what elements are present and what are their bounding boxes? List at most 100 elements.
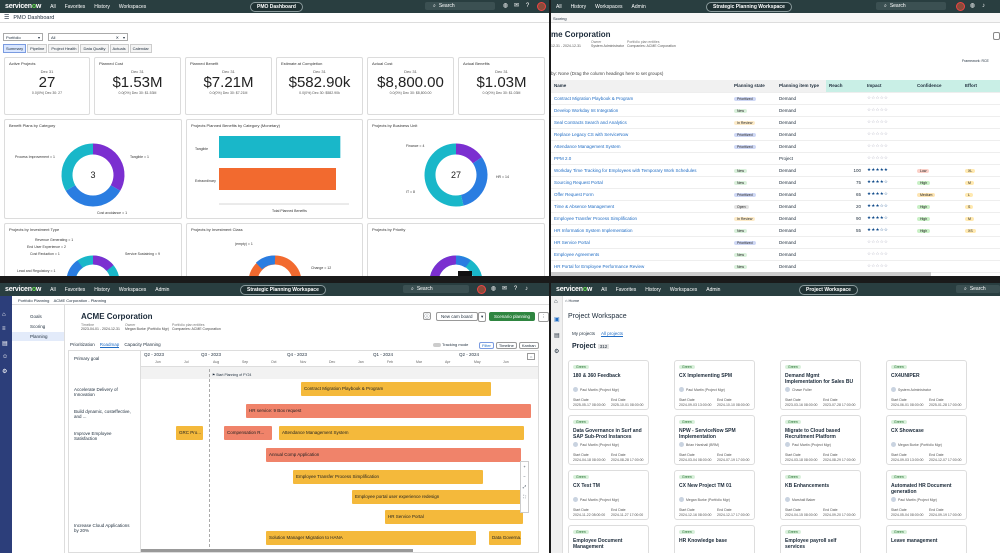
col-planning-state[interactable]: Planning state <box>731 80 776 93</box>
nav-favorites[interactable]: Favorites <box>64 286 86 293</box>
table-row[interactable]: Seal Contracts Search and Analytics In Re… <box>551 116 1000 129</box>
globe-icon[interactable]: ◍ <box>502 3 509 9</box>
kpi-card[interactable]: Planned Cost Dec 31 $1.53M 0.0(0%) Dec 30: … <box>94 57 181 115</box>
tab-all-projects[interactable]: All projects <box>601 331 624 337</box>
avatar[interactable] <box>956 2 965 11</box>
reach-cell[interactable] <box>826 128 864 141</box>
nav-all[interactable]: All <box>50 3 56 10</box>
chart-icon[interactable]: ▤ <box>2 341 8 347</box>
item-name-link[interactable]: PPM 2.0 <box>551 152 731 165</box>
effort-cell[interactable]: XS <box>962 224 1000 237</box>
nav-all[interactable]: All <box>556 3 562 10</box>
zoom-out-icon[interactable]: − <box>523 474 526 479</box>
confidence-cell[interactable]: High <box>914 176 962 189</box>
project-name[interactable]: CX Implementing SPM <box>679 373 733 379</box>
bell-icon[interactable]: ♪ <box>982 3 985 9</box>
project-name[interactable]: Automated HR Document generation <box>891 483 952 495</box>
global-search[interactable]: ⌕ Search <box>403 285 469 293</box>
toggle-switch[interactable] <box>433 342 441 347</box>
roadmap-bar[interactable]: HR Service Portal <box>385 510 523 524</box>
confidence-cell[interactable] <box>914 128 962 141</box>
list-icon[interactable]: ≡ <box>2 326 6 332</box>
tab-prioritization[interactable]: Prioritization <box>70 342 95 347</box>
tab-calendar[interactable]: Calendar <box>129 44 152 53</box>
tab-pipeline[interactable]: Pipeline <box>27 44 48 53</box>
effort-cell[interactable]: L <box>962 188 1000 201</box>
reach-cell[interactable] <box>826 152 864 165</box>
breadcrumb-item[interactable]: Portfolio Planning <box>18 298 50 303</box>
reach-cell[interactable] <box>826 248 864 261</box>
project-card[interactable]: Green CX New Project TM 01 Megan Burke (Po… <box>674 470 755 520</box>
roadmap-bar[interactable]: Compensation R... <box>224 426 272 440</box>
horizontal-scrollbar[interactable] <box>551 272 931 276</box>
info-icon[interactable] <box>993 32 1000 40</box>
project-card[interactable]: Green NPW - ServiceNow SPM Implementation… <box>674 415 755 465</box>
tab-roadmap[interactable]: Roadmap <box>99 342 120 348</box>
kpi-card[interactable]: Actual Benefits Dec 31 $1.03M 0.0(0%) Dec 3… <box>458 57 545 115</box>
nav-history[interactable]: History <box>570 3 587 10</box>
goal-row[interactable]: Primary goal <box>74 356 100 361</box>
chat-icon[interactable]: ✉ <box>513 3 520 9</box>
effort-cell[interactable] <box>962 104 1000 117</box>
kanban-button[interactable]: Kanban <box>518 342 539 349</box>
project-name[interactable]: CX New Project TM 01 <box>679 483 732 489</box>
help-icon[interactable]: ? <box>513 286 518 292</box>
nav-admin[interactable]: Admin <box>706 286 721 293</box>
impact-stars[interactable]: ☆☆☆☆☆ <box>864 140 914 153</box>
donut-slice-it[interactable] <box>460 157 488 206</box>
project-card[interactable]: Green KB Enhancements Marshall Baker Start … <box>780 470 861 520</box>
item-name-link[interactable]: Seal Contracts Search and Analytics <box>551 116 731 129</box>
impact-stars[interactable]: ☆☆☆☆☆ <box>864 236 914 249</box>
project-card[interactable]: Green Employee payroll self services <box>780 525 861 553</box>
impact-stars[interactable]: ★★★☆☆ <box>864 224 914 237</box>
help-icon[interactable]: ? <box>525 3 530 9</box>
col-name[interactable]: Name <box>551 80 731 93</box>
project-name[interactable]: Demand Mgmt Implementation for Sales BU <box>785 373 854 385</box>
tab-actuals[interactable]: Actuals <box>109 44 129 53</box>
roadmap-bar[interactable]: Employee Transfer Process Simplification <box>293 470 483 484</box>
col-confidence[interactable]: Confidence <box>914 80 962 93</box>
project-name[interactable]: KB Enhancements <box>785 483 830 489</box>
table-row[interactable]: Offer Request Form Prioritized Demand 65 ★★★… <box>551 188 1000 201</box>
table-row[interactable]: Attendance Management System Prioritized D… <box>551 140 1000 153</box>
tab-my-projects[interactable]: My projects <box>572 331 596 336</box>
goal-row[interactable]: Build dynamic, costeffective, and ... <box>74 409 131 419</box>
table-row[interactable]: Develop Workday Int Integration New Demand… <box>551 104 1000 117</box>
nav-favorites[interactable]: Favorites <box>64 3 86 10</box>
reach-cell[interactable]: 90 <box>826 212 864 225</box>
confidence-cell[interactable] <box>914 104 962 117</box>
project-name[interactable]: CX Test TM <box>573 483 600 489</box>
impact-stars[interactable]: ★★★★☆ <box>864 188 914 201</box>
table-row[interactable]: Employee Agreements New Demand ☆☆☆☆☆ <box>551 248 1000 261</box>
confidence-cell[interactable]: High <box>914 224 962 237</box>
nav-history[interactable]: History <box>94 3 110 10</box>
home-icon[interactable]: ⌂ <box>554 299 558 305</box>
col-effort[interactable]: Effort <box>962 80 1000 93</box>
expand-icon[interactable]: ⛶ <box>523 494 526 499</box>
tab-capacity-planning[interactable]: Capacity Planning <box>124 342 161 347</box>
avatar[interactable] <box>537 2 546 11</box>
table-row[interactable]: Employee Transfer Process Simplification… <box>551 212 1000 225</box>
project-name[interactable]: Employee Document Management <box>573 538 623 550</box>
new-card-button[interactable]: New cam board <box>436 312 478 321</box>
table-row[interactable]: Workday Time Tracking for Employees with… <box>551 164 1000 177</box>
tab-summary[interactable]: Summary <box>3 44 27 53</box>
table-row[interactable]: HR Information System Implementation New D… <box>551 224 1000 237</box>
roadmap-bar[interactable]: Employee portal user experience redesign <box>352 490 522 504</box>
table-row[interactable]: Contract Migration Playbook & Program Pri… <box>551 92 1000 105</box>
tab-project-health[interactable]: Project Health <box>48 44 80 53</box>
nav-admin[interactable]: Admin <box>631 3 646 10</box>
sidebar-item-planning[interactable]: Planning <box>12 332 64 341</box>
project-card[interactable]: Green CX Showcase Megan Burke (Portfolio M… <box>886 415 967 465</box>
kpi-card[interactable]: Actual Cost Dec 31 $8,800.00 0.0(0%) Dec 30… <box>367 57 454 115</box>
roadmap-bar[interactable]: GRC Pro... <box>176 426 203 440</box>
menu-icon[interactable]: ☰ <box>4 15 10 21</box>
reach-cell[interactable] <box>826 116 864 129</box>
effort-cell[interactable]: XL <box>962 164 1000 177</box>
col-impact[interactable]: Impact <box>864 80 914 93</box>
donut-slice-finance[interactable] <box>455 143 482 164</box>
reach-cell[interactable]: 20 <box>826 200 864 213</box>
effort-cell[interactable]: M <box>962 176 1000 189</box>
effort-cell[interactable]: M <box>962 212 1000 225</box>
project-name[interactable]: Data Governance in Surf and SAP Sub-Prod… <box>573 428 642 440</box>
